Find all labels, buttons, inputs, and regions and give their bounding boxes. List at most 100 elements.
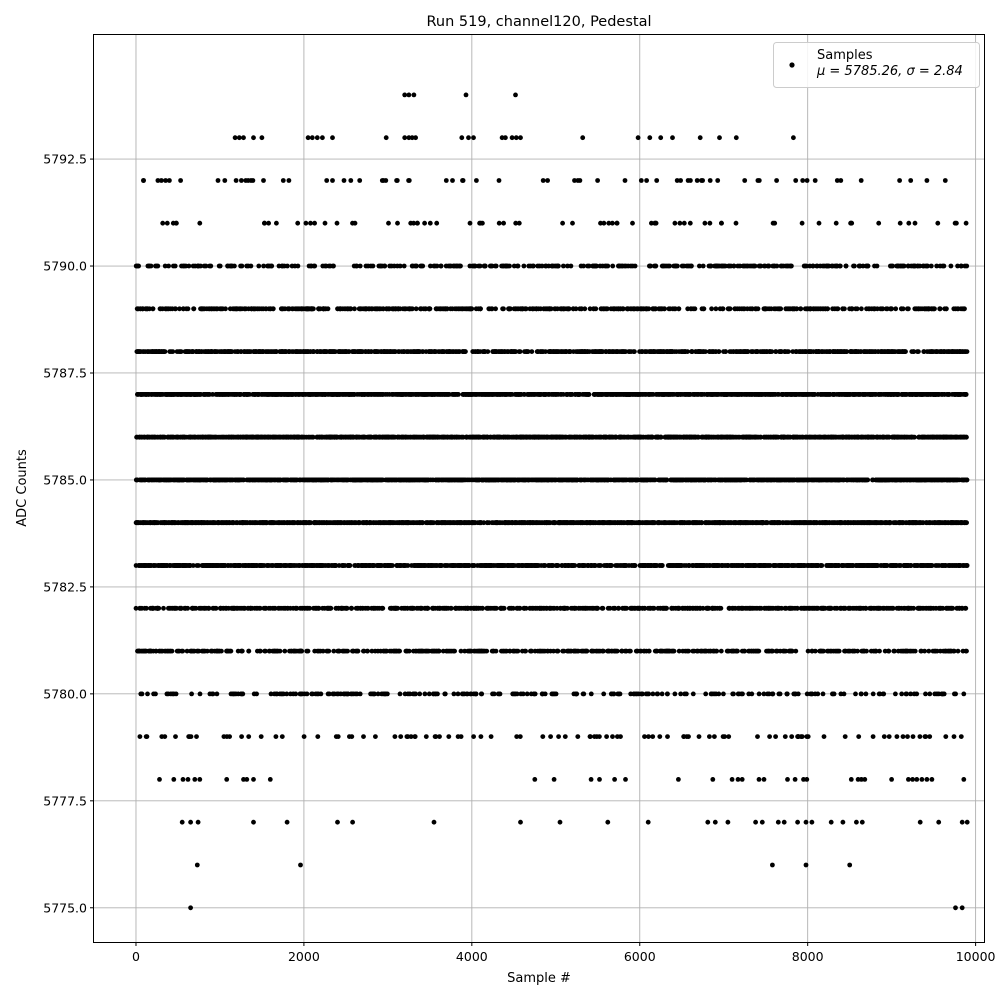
data-point (385, 691, 390, 697)
data-point (516, 220, 522, 226)
data-point (335, 734, 341, 739)
data-point (485, 349, 491, 354)
data-point (450, 178, 455, 183)
data-point (458, 734, 464, 739)
data-point (222, 178, 228, 183)
data-point (295, 263, 301, 269)
data-point (352, 306, 357, 312)
data-point (164, 220, 170, 226)
data-point (153, 691, 158, 697)
data-point (311, 306, 316, 312)
data-point (344, 605, 350, 611)
data-point (280, 178, 286, 183)
data-point (185, 306, 191, 312)
data-point (241, 477, 246, 483)
data-point (233, 178, 239, 183)
data-point (258, 734, 264, 739)
data-point (392, 734, 398, 739)
data-point (282, 648, 288, 654)
data-point (210, 691, 216, 697)
data-point (414, 263, 419, 269)
data-point (348, 178, 354, 183)
data-point (196, 648, 202, 654)
data-point (223, 306, 228, 312)
data-point (347, 563, 353, 568)
data-point (198, 263, 204, 269)
data-point (214, 691, 220, 697)
data-point (139, 691, 145, 697)
data-point (270, 306, 276, 312)
data-point (460, 178, 466, 183)
data-point (383, 178, 389, 183)
data-point (491, 691, 497, 697)
data-point (542, 691, 548, 697)
data-point (277, 648, 283, 654)
data-point (286, 178, 292, 183)
data-point (232, 263, 237, 269)
data-point (174, 220, 179, 226)
data-point (529, 349, 535, 354)
data-point (352, 220, 358, 226)
data-point (469, 306, 475, 312)
data-point (501, 220, 506, 226)
data-point (478, 306, 483, 312)
data-point (254, 691, 259, 697)
data-point (330, 178, 335, 183)
data-point (190, 563, 196, 568)
data-point (331, 263, 336, 269)
data-point (269, 263, 275, 269)
data-point (493, 648, 499, 654)
data-point (217, 263, 223, 269)
data-point (256, 263, 262, 269)
data-point (177, 306, 182, 312)
data-point (548, 734, 553, 739)
data-point (312, 220, 317, 226)
data-point (210, 392, 216, 397)
data-point (318, 691, 324, 697)
data-point (159, 178, 164, 183)
data-point (239, 648, 245, 654)
data-point (488, 734, 494, 739)
data-point (258, 648, 263, 654)
data-point (213, 605, 219, 611)
data-point (266, 220, 271, 226)
data-point (185, 605, 191, 611)
data-point (178, 349, 184, 354)
data-point (455, 691, 461, 697)
data-point (193, 605, 199, 611)
data-point (555, 648, 561, 654)
data-point (349, 605, 355, 611)
data-point (326, 648, 332, 654)
data-point (191, 306, 197, 312)
data-point (556, 734, 561, 739)
data-point (493, 306, 498, 312)
data-point (523, 648, 528, 654)
data-point (458, 263, 463, 269)
data-point (425, 605, 431, 611)
data-point (156, 605, 162, 611)
data-point (334, 220, 340, 226)
data-point (248, 263, 254, 269)
data-point (398, 734, 404, 739)
data-point (257, 605, 263, 611)
data-point (413, 306, 419, 312)
data-point (273, 734, 279, 739)
data-point (373, 734, 378, 739)
data-point (451, 691, 457, 697)
data-point (561, 263, 566, 269)
data-point (136, 263, 142, 269)
data-point (170, 349, 176, 354)
data-point (545, 178, 550, 183)
data-point (357, 691, 363, 697)
data-point (422, 220, 427, 226)
data-point (172, 263, 178, 269)
data-point (474, 178, 479, 183)
data-point (208, 263, 214, 269)
data-point (155, 178, 161, 183)
data-point (540, 178, 546, 183)
data-point (160, 220, 166, 226)
data-point (161, 605, 166, 611)
data-point (380, 605, 386, 611)
data-point (496, 178, 502, 183)
